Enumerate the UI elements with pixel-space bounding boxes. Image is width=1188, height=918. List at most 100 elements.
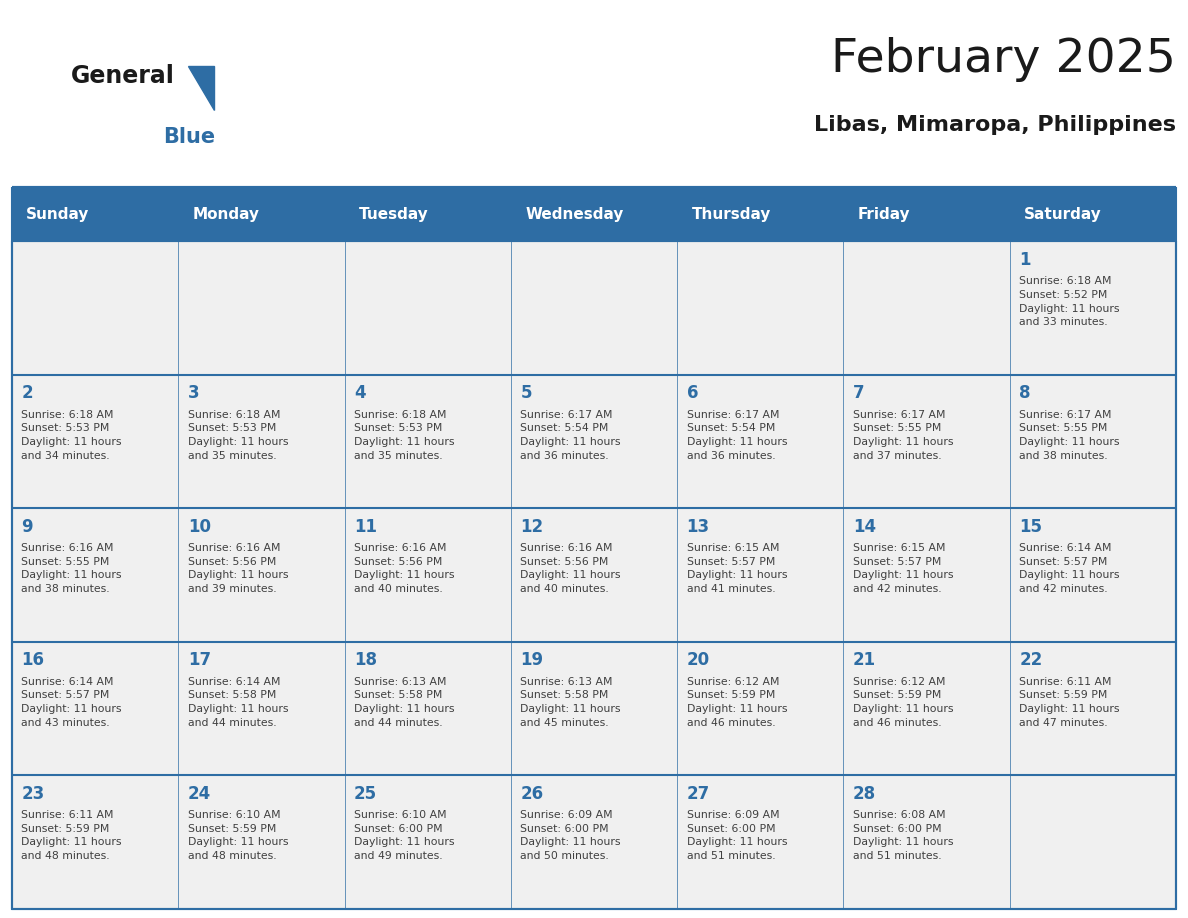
- Text: 17: 17: [188, 651, 210, 669]
- Text: Sunrise: 6:18 AM
Sunset: 5:53 PM
Daylight: 11 hours
and 35 minutes.: Sunrise: 6:18 AM Sunset: 5:53 PM Dayligh…: [354, 409, 455, 461]
- Text: Sunrise: 6:11 AM
Sunset: 5:59 PM
Daylight: 11 hours
and 47 minutes.: Sunrise: 6:11 AM Sunset: 5:59 PM Dayligh…: [1019, 677, 1120, 728]
- Text: General: General: [71, 64, 175, 88]
- Text: Saturday: Saturday: [1024, 207, 1101, 222]
- Text: Sunrise: 6:18 AM
Sunset: 5:52 PM
Daylight: 11 hours
and 33 minutes.: Sunrise: 6:18 AM Sunset: 5:52 PM Dayligh…: [1019, 276, 1120, 327]
- Bar: [345, 776, 511, 909]
- Text: Sunrise: 6:16 AM
Sunset: 5:56 PM
Daylight: 11 hours
and 40 minutes.: Sunrise: 6:16 AM Sunset: 5:56 PM Dayligh…: [354, 543, 455, 594]
- Bar: [178, 241, 345, 375]
- Text: 4: 4: [354, 384, 366, 402]
- Text: Sunrise: 6:10 AM
Sunset: 5:59 PM
Daylight: 11 hours
and 48 minutes.: Sunrise: 6:10 AM Sunset: 5:59 PM Dayligh…: [188, 811, 289, 861]
- Text: Sunrise: 6:17 AM
Sunset: 5:54 PM
Daylight: 11 hours
and 36 minutes.: Sunrise: 6:17 AM Sunset: 5:54 PM Dayligh…: [687, 409, 788, 461]
- Text: February 2025: February 2025: [832, 37, 1176, 82]
- Text: Sunrise: 6:09 AM
Sunset: 6:00 PM
Daylight: 11 hours
and 50 minutes.: Sunrise: 6:09 AM Sunset: 6:00 PM Dayligh…: [520, 811, 621, 861]
- Bar: [1010, 241, 1176, 375]
- Text: Monday: Monday: [192, 207, 259, 222]
- Text: Sunrise: 6:10 AM
Sunset: 6:00 PM
Daylight: 11 hours
and 49 minutes.: Sunrise: 6:10 AM Sunset: 6:00 PM Dayligh…: [354, 811, 455, 861]
- Text: 20: 20: [687, 651, 709, 669]
- Bar: [345, 509, 511, 642]
- Text: 25: 25: [354, 785, 377, 802]
- Text: 6: 6: [687, 384, 699, 402]
- Text: Libas, Mimaropa, Philippines: Libas, Mimaropa, Philippines: [814, 115, 1176, 135]
- Text: Sunday: Sunday: [26, 207, 89, 222]
- Text: 22: 22: [1019, 651, 1043, 669]
- Text: Sunrise: 6:16 AM
Sunset: 5:55 PM
Daylight: 11 hours
and 38 minutes.: Sunrise: 6:16 AM Sunset: 5:55 PM Dayligh…: [21, 543, 122, 594]
- Text: Sunrise: 6:14 AM
Sunset: 5:57 PM
Daylight: 11 hours
and 43 minutes.: Sunrise: 6:14 AM Sunset: 5:57 PM Dayligh…: [21, 677, 122, 728]
- Text: 2: 2: [21, 384, 33, 402]
- Bar: [12, 776, 178, 909]
- Bar: [677, 642, 843, 776]
- Text: 13: 13: [687, 518, 709, 535]
- Text: Thursday: Thursday: [691, 207, 771, 222]
- Text: Blue: Blue: [163, 127, 215, 147]
- Bar: [511, 375, 677, 509]
- Bar: [511, 509, 677, 642]
- Bar: [511, 241, 677, 375]
- Text: Sunrise: 6:16 AM
Sunset: 5:56 PM
Daylight: 11 hours
and 40 minutes.: Sunrise: 6:16 AM Sunset: 5:56 PM Dayligh…: [520, 543, 621, 594]
- Text: Sunrise: 6:18 AM
Sunset: 5:53 PM
Daylight: 11 hours
and 35 minutes.: Sunrise: 6:18 AM Sunset: 5:53 PM Dayligh…: [188, 409, 289, 461]
- Text: 3: 3: [188, 384, 200, 402]
- Text: 19: 19: [520, 651, 543, 669]
- Text: 7: 7: [853, 384, 865, 402]
- Text: 21: 21: [853, 651, 876, 669]
- Bar: [12, 188, 1176, 241]
- Bar: [843, 375, 1010, 509]
- Text: 28: 28: [853, 785, 876, 802]
- Text: 15: 15: [1019, 518, 1042, 535]
- Text: Wednesday: Wednesday: [525, 207, 624, 222]
- Bar: [511, 642, 677, 776]
- Bar: [12, 188, 1176, 909]
- Text: Sunrise: 6:09 AM
Sunset: 6:00 PM
Daylight: 11 hours
and 51 minutes.: Sunrise: 6:09 AM Sunset: 6:00 PM Dayligh…: [687, 811, 788, 861]
- Text: Sunrise: 6:12 AM
Sunset: 5:59 PM
Daylight: 11 hours
and 46 minutes.: Sunrise: 6:12 AM Sunset: 5:59 PM Dayligh…: [853, 677, 954, 728]
- Bar: [511, 776, 677, 909]
- Bar: [178, 375, 345, 509]
- Bar: [677, 509, 843, 642]
- Text: 18: 18: [354, 651, 377, 669]
- Bar: [12, 241, 178, 375]
- Text: Sunrise: 6:17 AM
Sunset: 5:54 PM
Daylight: 11 hours
and 36 minutes.: Sunrise: 6:17 AM Sunset: 5:54 PM Dayligh…: [520, 409, 621, 461]
- Bar: [345, 375, 511, 509]
- Text: 8: 8: [1019, 384, 1031, 402]
- Bar: [1010, 642, 1176, 776]
- Bar: [1010, 509, 1176, 642]
- Text: Sunrise: 6:17 AM
Sunset: 5:55 PM
Daylight: 11 hours
and 38 minutes.: Sunrise: 6:17 AM Sunset: 5:55 PM Dayligh…: [1019, 409, 1120, 461]
- Bar: [843, 509, 1010, 642]
- Bar: [178, 776, 345, 909]
- Text: 24: 24: [188, 785, 211, 802]
- Bar: [178, 642, 345, 776]
- Bar: [843, 241, 1010, 375]
- Text: Sunrise: 6:15 AM
Sunset: 5:57 PM
Daylight: 11 hours
and 42 minutes.: Sunrise: 6:15 AM Sunset: 5:57 PM Dayligh…: [853, 543, 954, 594]
- Text: 1: 1: [1019, 251, 1031, 269]
- Text: 5: 5: [520, 384, 532, 402]
- Text: Sunrise: 6:13 AM
Sunset: 5:58 PM
Daylight: 11 hours
and 44 minutes.: Sunrise: 6:13 AM Sunset: 5:58 PM Dayligh…: [354, 677, 455, 728]
- Text: 23: 23: [21, 785, 45, 802]
- Bar: [345, 642, 511, 776]
- Text: Friday: Friday: [858, 207, 910, 222]
- Bar: [345, 241, 511, 375]
- Polygon shape: [188, 66, 214, 110]
- Text: 26: 26: [520, 785, 543, 802]
- Text: 11: 11: [354, 518, 377, 535]
- Bar: [12, 375, 178, 509]
- Bar: [178, 509, 345, 642]
- Text: Sunrise: 6:14 AM
Sunset: 5:58 PM
Daylight: 11 hours
and 44 minutes.: Sunrise: 6:14 AM Sunset: 5:58 PM Dayligh…: [188, 677, 289, 728]
- Text: 27: 27: [687, 785, 710, 802]
- Bar: [1010, 375, 1176, 509]
- Bar: [677, 375, 843, 509]
- Text: Tuesday: Tuesday: [359, 207, 429, 222]
- Bar: [1010, 776, 1176, 909]
- Bar: [12, 509, 178, 642]
- Text: Sunrise: 6:08 AM
Sunset: 6:00 PM
Daylight: 11 hours
and 51 minutes.: Sunrise: 6:08 AM Sunset: 6:00 PM Dayligh…: [853, 811, 954, 861]
- Text: 10: 10: [188, 518, 210, 535]
- Bar: [677, 776, 843, 909]
- Text: Sunrise: 6:11 AM
Sunset: 5:59 PM
Daylight: 11 hours
and 48 minutes.: Sunrise: 6:11 AM Sunset: 5:59 PM Dayligh…: [21, 811, 122, 861]
- Text: 12: 12: [520, 518, 543, 535]
- Text: Sunrise: 6:15 AM
Sunset: 5:57 PM
Daylight: 11 hours
and 41 minutes.: Sunrise: 6:15 AM Sunset: 5:57 PM Dayligh…: [687, 543, 788, 594]
- Text: Sunrise: 6:12 AM
Sunset: 5:59 PM
Daylight: 11 hours
and 46 minutes.: Sunrise: 6:12 AM Sunset: 5:59 PM Dayligh…: [687, 677, 788, 728]
- Text: 14: 14: [853, 518, 876, 535]
- Bar: [843, 776, 1010, 909]
- Text: Sunrise: 6:14 AM
Sunset: 5:57 PM
Daylight: 11 hours
and 42 minutes.: Sunrise: 6:14 AM Sunset: 5:57 PM Dayligh…: [1019, 543, 1120, 594]
- Text: Sunrise: 6:16 AM
Sunset: 5:56 PM
Daylight: 11 hours
and 39 minutes.: Sunrise: 6:16 AM Sunset: 5:56 PM Dayligh…: [188, 543, 289, 594]
- Text: 9: 9: [21, 518, 33, 535]
- Text: Sunrise: 6:13 AM
Sunset: 5:58 PM
Daylight: 11 hours
and 45 minutes.: Sunrise: 6:13 AM Sunset: 5:58 PM Dayligh…: [520, 677, 621, 728]
- Bar: [843, 642, 1010, 776]
